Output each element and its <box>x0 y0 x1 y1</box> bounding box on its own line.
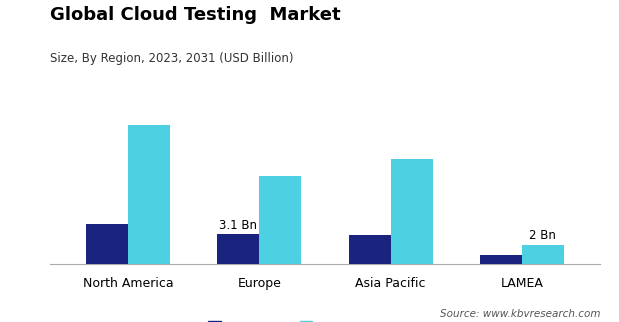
Bar <box>86 224 128 264</box>
Bar <box>391 159 433 264</box>
Text: 3.1 Bn: 3.1 Bn <box>219 219 258 232</box>
Text: Size, By Region, 2023, 2031 (USD Billion): Size, By Region, 2023, 2031 (USD Billion… <box>50 52 293 64</box>
Text: 2 Bn: 2 Bn <box>529 229 556 242</box>
Legend: 2023, 2031: 2023, 2031 <box>204 317 358 322</box>
Bar <box>348 235 391 264</box>
Bar <box>128 125 170 264</box>
Bar <box>480 255 522 264</box>
Text: Source: www.kbvresearch.com: Source: www.kbvresearch.com <box>440 309 600 319</box>
Bar <box>522 245 564 264</box>
Bar <box>259 176 301 264</box>
Bar <box>217 234 259 264</box>
Text: Global Cloud Testing  Market: Global Cloud Testing Market <box>50 6 340 24</box>
